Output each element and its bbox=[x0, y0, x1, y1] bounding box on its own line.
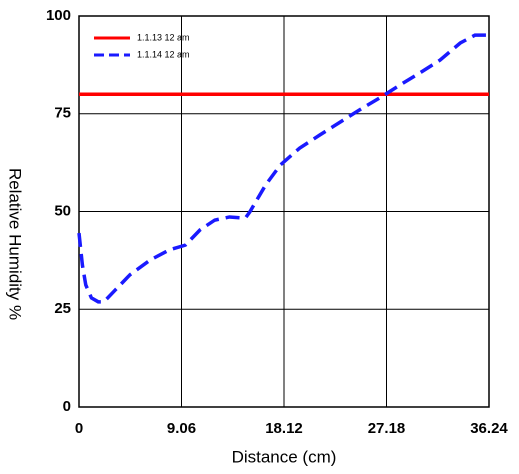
plot-frame bbox=[78, 15, 490, 408]
x-tick-label: 9.06 bbox=[167, 420, 196, 437]
y-tick-label: 25 bbox=[54, 300, 71, 317]
x-axis-label: Distance (cm) bbox=[232, 447, 337, 466]
x-tick-label: 36.24 bbox=[470, 420, 508, 437]
x-tick-label: 18.12 bbox=[265, 420, 303, 437]
y-tick-label: 75 bbox=[54, 105, 71, 122]
x-tick-label: 27.18 bbox=[368, 420, 406, 437]
y-tick-label: 0 bbox=[63, 398, 71, 415]
y-tick-label: 100 bbox=[46, 7, 71, 24]
legend-label: 1.1.13 12 am bbox=[137, 32, 190, 42]
y-axis-label: Relative Humidity % bbox=[6, 168, 25, 320]
data-line bbox=[77, 33, 489, 304]
x-tick-label: 0 bbox=[75, 420, 83, 437]
y-tick-label: 50 bbox=[54, 202, 71, 219]
legend-label: 1.1.14 12 am bbox=[137, 49, 190, 59]
